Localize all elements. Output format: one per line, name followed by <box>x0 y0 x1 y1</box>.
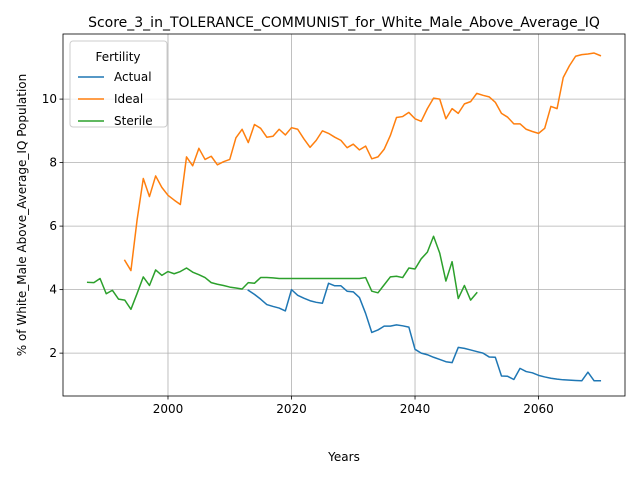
y-axis-label: % of White_Male Above_Average_IQ Populat… <box>15 74 29 357</box>
legend-box <box>69 40 168 128</box>
legend-label-actual: Actual <box>114 70 152 84</box>
plot-frame <box>62 33 626 397</box>
series-line-actual <box>247 282 602 382</box>
x-tick-label: 2000 <box>153 402 184 416</box>
y-tick-label: 10 <box>42 92 57 106</box>
y-tick-label: 4 <box>49 283 57 297</box>
legend-label-sterile: Sterile <box>114 114 153 128</box>
y-tick-label: 8 <box>49 156 57 170</box>
legend-label-ideal: Ideal <box>114 92 143 106</box>
legend: Fertility Actual Ideal Sterile <box>69 40 168 128</box>
y-tick-label: 6 <box>49 219 57 233</box>
x-tick-label: 2020 <box>276 402 307 416</box>
chart-title: Score_3_in_TOLERANCE_COMMUNIST_for_White… <box>88 15 600 31</box>
legend-title: Fertility <box>95 50 140 64</box>
x-tick-label: 2040 <box>400 402 431 416</box>
series-line-sterile <box>86 235 478 311</box>
y-tick-label: 2 <box>49 346 57 360</box>
series-lines <box>86 52 602 382</box>
axis-ticks: 2000 2020 2040 2060 2 4 6 8 10 <box>42 92 554 416</box>
series-line-ideal <box>123 52 602 272</box>
x-tick-label: 2060 <box>523 402 554 416</box>
x-axis-label: Years <box>327 450 360 464</box>
